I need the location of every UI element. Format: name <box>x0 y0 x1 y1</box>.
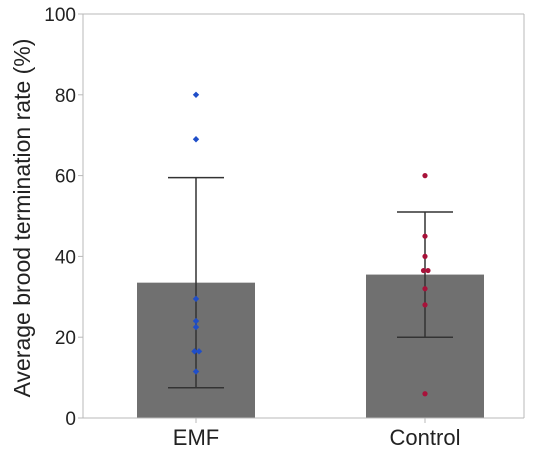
y-tick-label-0: 0 <box>65 409 76 430</box>
data-point-emf-2 <box>192 136 200 143</box>
y-tick-label-60: 60 <box>55 167 76 188</box>
data-point-emf-5 <box>192 323 200 331</box>
data-point-control-5 <box>425 267 431 274</box>
data-points-layer <box>191 91 431 397</box>
x-tick-label-control: Control <box>390 425 461 450</box>
data-point-emf-6 <box>191 348 198 355</box>
axes-layer <box>78 13 525 423</box>
data-point-emf-4 <box>192 317 200 325</box>
y-tick-label-20: 20 <box>55 328 76 349</box>
bars-layer <box>137 274 484 418</box>
y-tick-label-40: 40 <box>55 247 76 268</box>
data-point-emf-7 <box>195 348 203 355</box>
data-point-control-8 <box>422 391 428 397</box>
y-tick-label-80: 80 <box>55 86 76 107</box>
y-tick-label-100: 100 <box>44 5 76 26</box>
y-axis-title: Average brood termination rate (%) <box>9 39 35 398</box>
data-point-control-3 <box>422 253 428 259</box>
data-point-control-1 <box>422 173 428 179</box>
data-point-control-2 <box>422 233 428 239</box>
data-point-control-4 <box>420 267 427 274</box>
data-point-control-7 <box>422 302 428 308</box>
x-tick-label-emf: EMF <box>173 425 219 450</box>
data-point-control-6 <box>422 286 428 292</box>
labels-layer: 0 20 40 60 80 100 EMF Control <box>44 5 460 450</box>
data-point-emf-3 <box>192 295 200 303</box>
data-point-emf-1 <box>192 91 200 98</box>
data-point-emf-8 <box>192 368 200 375</box>
